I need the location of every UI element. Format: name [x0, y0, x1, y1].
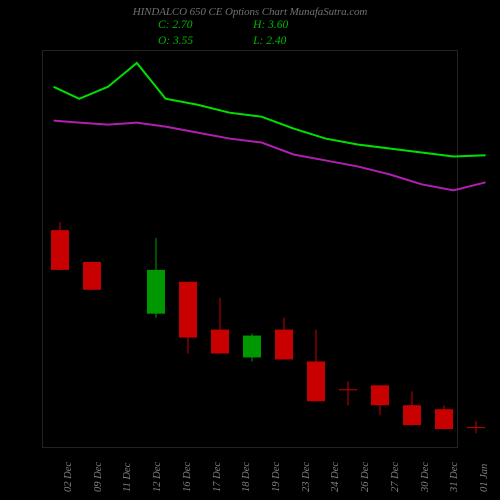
- candle-body: [339, 389, 357, 390]
- candle-body: [83, 262, 101, 290]
- ohlc-low: L: 2.40: [253, 34, 288, 50]
- x-tick: 01 Jan: [479, 464, 490, 492]
- ohlc-col-right: H: 3.60 L: 2.40: [253, 18, 288, 49]
- candle-body: [243, 336, 261, 358]
- x-tick: 19 Dec: [271, 462, 282, 492]
- ohlc-close: C: 2.70: [158, 18, 193, 34]
- ma-line-purple: [54, 121, 486, 191]
- ma-line-green: [54, 63, 486, 157]
- chart-title: HINDALCO 650 CE Options Chart MunafaSutr…: [0, 6, 500, 18]
- x-tick: 09 Dec: [93, 462, 104, 492]
- x-tick: 30 Dec: [420, 462, 431, 492]
- candle-body: [371, 385, 389, 405]
- options-chart: HINDALCO 650 CE Options Chart MunafaSutr…: [0, 0, 500, 500]
- candle-body: [51, 230, 69, 270]
- x-tick: 17 Dec: [212, 462, 223, 492]
- x-tick: 23 Dec: [301, 462, 312, 492]
- x-tick: 16 Dec: [182, 462, 193, 492]
- x-tick: 26 Dec: [360, 462, 371, 492]
- candle-body: [211, 330, 229, 354]
- candle-body: [435, 409, 453, 429]
- plot-svg: [43, 51, 459, 449]
- candle-body: [403, 405, 421, 425]
- x-tick: 31 Dec: [449, 462, 460, 492]
- ohlc-high: H: 3.60: [253, 18, 288, 34]
- candle-body: [147, 270, 165, 314]
- x-axis-labels: 02 Dec 09 Dec 11 Dec 12 Dec 16 Dec 17 Dec 18 D…: [42, 450, 458, 498]
- x-tick: 11 Dec: [122, 463, 133, 492]
- ohlc-col-left: C: 2.70 O: 3.55: [158, 18, 193, 49]
- x-tick: 02 Dec: [63, 462, 74, 492]
- x-tick: 18 Dec: [241, 462, 252, 492]
- candle-body: [179, 282, 197, 338]
- candle-body: [467, 427, 485, 428]
- plot-area: [42, 50, 458, 448]
- candle-body: [275, 330, 293, 360]
- ohlc-open: O: 3.55: [158, 34, 193, 50]
- ohlc-readout: C: 2.70 O: 3.55 H: 3.60 L: 2.40: [158, 18, 288, 49]
- x-tick: 24 Dec: [330, 462, 341, 492]
- candle-body: [307, 361, 325, 401]
- x-tick: 27 Dec: [390, 462, 401, 492]
- x-tick: 12 Dec: [152, 462, 163, 492]
